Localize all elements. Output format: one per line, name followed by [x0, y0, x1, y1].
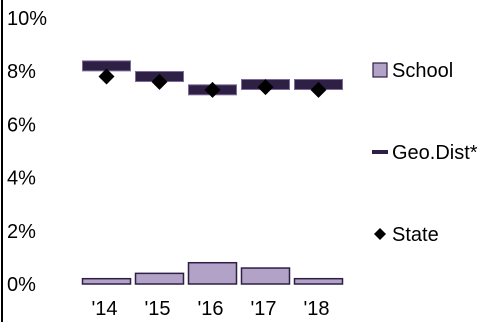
- y-tick-label: 8%: [7, 61, 36, 83]
- plot-area: [81, 60, 344, 285]
- x-tick-label: '17: [250, 298, 276, 320]
- school-bar: [134, 272, 185, 285]
- legend-label: School: [392, 60, 453, 82]
- state-marker: [310, 81, 327, 98]
- y-tick-label: 6%: [7, 114, 36, 136]
- y-tick-label: 2%: [7, 221, 36, 243]
- x-axis-ticks: '14 '15 '16 '17 '18: [91, 298, 329, 320]
- state-marker: [98, 68, 115, 85]
- y-tick-label: 0%: [7, 274, 36, 296]
- school-bar: [187, 261, 238, 285]
- state-marker: [204, 81, 221, 98]
- legend: School Geo.Dist* State: [372, 60, 478, 246]
- y-axis-ticks: 0% 2% 4% 6% 8% 10%: [7, 8, 47, 296]
- legend-label: Geo.Dist*: [392, 142, 478, 164]
- x-tick-label: '15: [144, 298, 170, 320]
- x-tick-label: '18: [303, 298, 329, 320]
- legend-swatch-school: [372, 62, 388, 78]
- y-tick-label: 4%: [7, 168, 36, 190]
- legend-swatch-geo-dist: [372, 150, 388, 154]
- state-marker: [257, 79, 274, 96]
- y-tick-label: 10%: [7, 8, 47, 30]
- school-bar: [240, 267, 291, 285]
- x-tick-label: '14: [91, 298, 117, 320]
- x-tick-label: '16: [197, 298, 223, 320]
- legend-label: State: [392, 224, 439, 246]
- school-bar: [293, 277, 344, 285]
- legend-swatch-state: [374, 228, 386, 240]
- school-bar: [81, 277, 132, 285]
- state-marker: [151, 73, 168, 90]
